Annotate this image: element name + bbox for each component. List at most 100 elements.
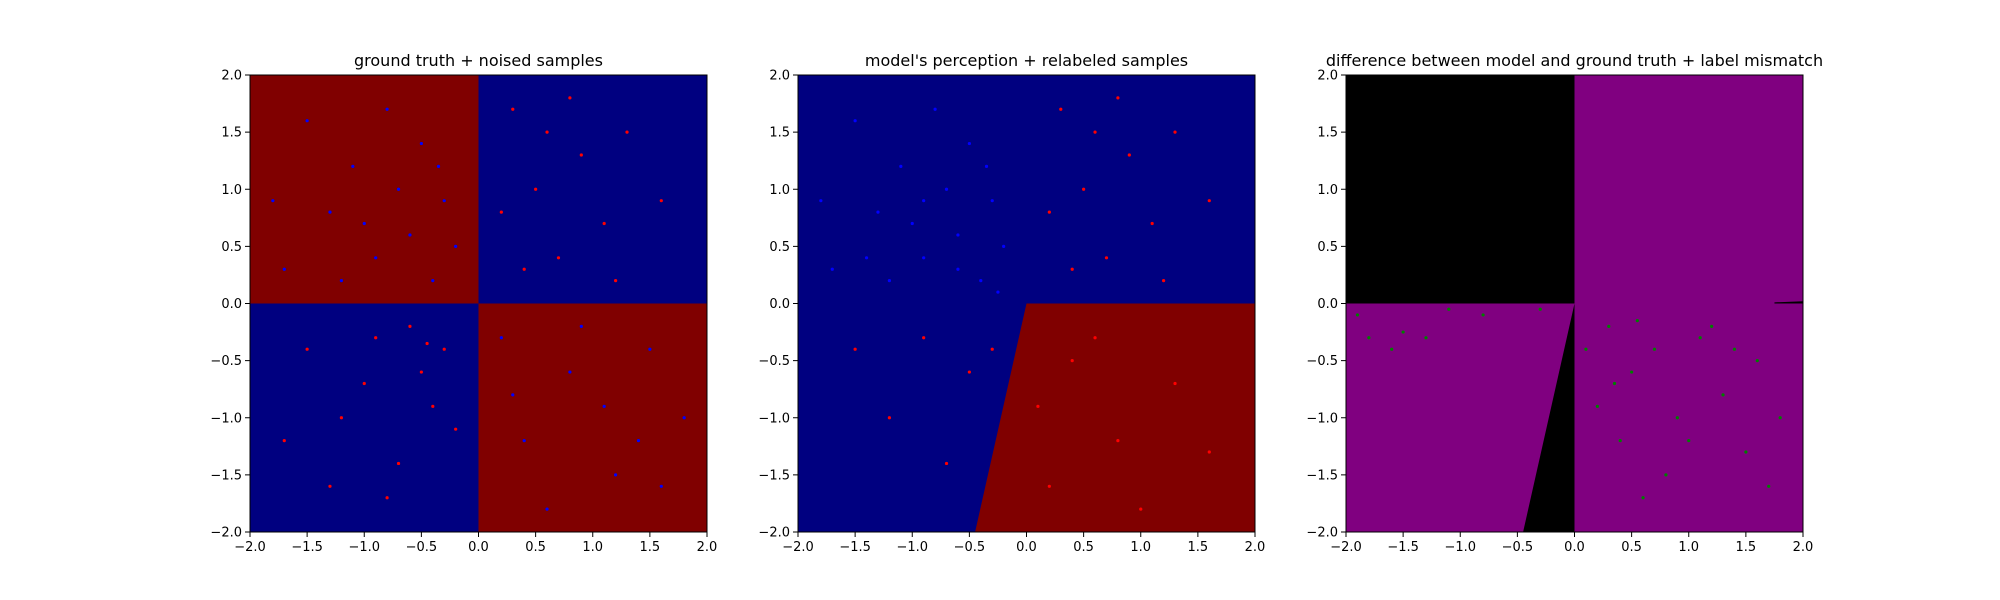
scatter-point xyxy=(967,370,971,374)
scatter-point xyxy=(1047,210,1051,214)
scatter-point xyxy=(1116,96,1120,100)
y-tick-label: −1.0 xyxy=(210,411,242,426)
scatter-point xyxy=(339,416,343,420)
x-tick-label: −1.5 xyxy=(291,540,323,555)
x-tick-label: 0.0 xyxy=(1564,540,1585,555)
x-tick-label: −1.5 xyxy=(1387,540,1419,555)
scatter-point xyxy=(1116,439,1120,443)
x-tick-label: −2.0 xyxy=(1330,540,1362,555)
scatter-point xyxy=(1607,324,1611,328)
scatter-point xyxy=(534,187,538,191)
scatter-point xyxy=(1390,347,1394,351)
scatter-point xyxy=(351,164,355,168)
scatter-point xyxy=(614,473,618,477)
y-tick-label: −1.5 xyxy=(210,468,242,483)
y-tick-label: −0.5 xyxy=(758,354,790,369)
scatter-point xyxy=(511,107,515,111)
x-tick-label: −1.0 xyxy=(896,540,928,555)
scatter-point xyxy=(579,324,583,328)
scatter-point xyxy=(442,347,446,351)
y-tick-label: 0.5 xyxy=(769,240,790,255)
scatter-point xyxy=(682,416,686,420)
scatter-point xyxy=(282,267,286,271)
y-tick-label: −2.0 xyxy=(210,526,242,541)
scatter-point xyxy=(1173,381,1177,386)
scatter-point xyxy=(996,290,1000,294)
scatter-point xyxy=(271,199,275,203)
scatter-point xyxy=(1150,221,1154,226)
scatter-point xyxy=(899,164,903,168)
scatter-point xyxy=(499,210,503,214)
scatter-point xyxy=(454,427,458,431)
subplot-difference: difference between model and ground trut… xyxy=(1306,51,1823,555)
scatter-point xyxy=(522,439,526,443)
x-tick-label: 1.0 xyxy=(1678,540,1699,555)
scatter-point xyxy=(1538,307,1542,311)
x-tick-label: −1.0 xyxy=(348,540,380,555)
scatter-point xyxy=(1652,347,1657,351)
scatter-point xyxy=(922,336,926,340)
x-tick-label: 0.5 xyxy=(1621,540,1642,555)
scatter-point xyxy=(425,341,429,346)
scatter-point xyxy=(1618,439,1622,443)
scatter-point xyxy=(1173,130,1177,134)
scatter-point xyxy=(1093,130,1097,134)
scatter-point xyxy=(602,404,606,408)
x-tick-label: −2.0 xyxy=(234,540,266,555)
scatter-point xyxy=(442,199,446,203)
subplot-model-perception: model's perception + relabeled samples −… xyxy=(758,51,1265,555)
scatter-point xyxy=(431,279,435,283)
scatter-point xyxy=(1721,393,1725,397)
y-tick-label: −0.5 xyxy=(210,354,242,369)
x-tick-label: 0.0 xyxy=(1016,540,1037,555)
y-tick-label: −1.5 xyxy=(758,468,790,483)
background-region xyxy=(1774,301,1803,304)
scatter-point xyxy=(922,199,926,203)
x-tick-label: −1.0 xyxy=(1444,540,1476,555)
scatter-point xyxy=(922,256,926,260)
scatter-point xyxy=(1036,404,1040,408)
x-tick-label: −0.5 xyxy=(954,540,986,555)
y-tick-label: −2.0 xyxy=(758,526,790,541)
scatter-point xyxy=(853,347,857,351)
scatter-point xyxy=(1778,416,1782,420)
y-tick-label: −1.0 xyxy=(1306,411,1338,426)
scatter-point xyxy=(385,496,389,500)
y-tick-label: 2.0 xyxy=(769,69,790,84)
scatter-point xyxy=(1139,507,1143,511)
subplot-title: ground truth + noised samples xyxy=(354,51,603,70)
scatter-point xyxy=(328,484,332,488)
scatter-point xyxy=(436,164,441,168)
y-tick-label: 0.0 xyxy=(1317,297,1338,312)
y-tick-label: 0.0 xyxy=(221,297,242,312)
scatter-point xyxy=(602,221,606,226)
x-tick-label: −0.5 xyxy=(406,540,438,555)
scatter-point xyxy=(545,507,549,511)
scatter-point xyxy=(1070,359,1074,363)
x-tick-label: 0.0 xyxy=(468,540,489,555)
scatter-point xyxy=(568,370,572,374)
scatter-point xyxy=(305,119,309,123)
x-tick-label: 2.0 xyxy=(697,540,718,555)
scatter-point xyxy=(408,324,412,328)
scatter-point xyxy=(339,279,343,283)
scatter-point xyxy=(1612,381,1617,386)
scatter-point xyxy=(1630,370,1634,374)
background-region xyxy=(975,303,1255,532)
scatter-point xyxy=(830,267,834,271)
scatter-point xyxy=(396,187,401,191)
scatter-point xyxy=(408,233,412,237)
scatter-point xyxy=(1059,107,1063,111)
background-region xyxy=(1523,303,1575,532)
scatter-point xyxy=(1207,199,1211,203)
scatter-point xyxy=(431,404,435,408)
scatter-point xyxy=(933,107,937,111)
scatter-point xyxy=(1401,330,1405,334)
scatter-point xyxy=(454,244,458,248)
background-region xyxy=(478,75,707,304)
scatter-point xyxy=(956,267,960,271)
scatter-point xyxy=(1424,336,1428,340)
scatter-point xyxy=(579,153,583,157)
y-tick-label: −0.5 xyxy=(1306,354,1338,369)
